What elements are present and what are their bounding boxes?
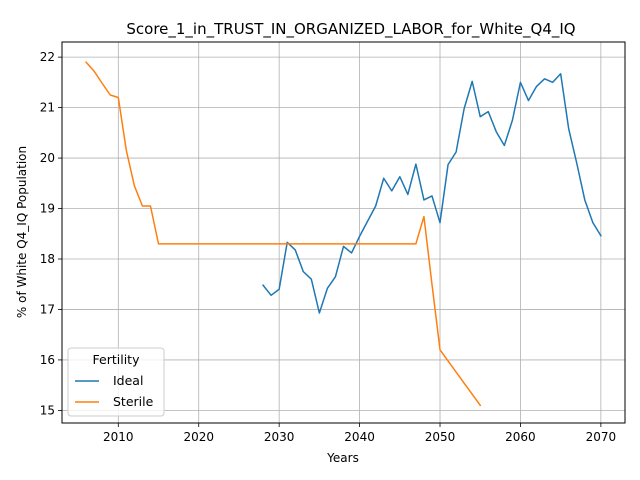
chart-title: Score_1_in_TRUST_IN_ORGANIZED_LABOR_for_… <box>126 20 575 39</box>
y-tick-label-18: 18 <box>40 252 55 266</box>
y-tick-label-17: 17 <box>40 302 55 316</box>
legend-label-ideal: Ideal <box>113 373 143 388</box>
x-tick-label-2070: 2070 <box>586 430 617 444</box>
series-line-sterile <box>85 61 482 407</box>
y-tick-label-22: 22 <box>40 50 55 64</box>
x-tick-label-2030: 2030 <box>264 430 295 444</box>
y-axis-label: % of White Q4_IQ Population <box>15 146 29 318</box>
grid <box>62 42 625 423</box>
x-tick-label-2010: 2010 <box>103 430 134 444</box>
x-tick-label-2060: 2060 <box>505 430 536 444</box>
plot-frame <box>61 41 626 424</box>
y-tick-label-21: 21 <box>40 101 55 115</box>
x-axis-label: Years <box>326 451 359 465</box>
y-tick-label-16: 16 <box>40 353 55 367</box>
x-axis-ticks: 2010 2020 2030 2040 2050 2060 2070 <box>103 423 616 444</box>
x-tick-label-2020: 2020 <box>183 430 214 444</box>
legend-title: Fertility <box>93 352 141 367</box>
y-tick-label-15: 15 <box>40 403 55 417</box>
legend-label-sterile: Sterile <box>113 394 154 409</box>
series-lines <box>85 61 602 407</box>
x-tick-label-2040: 2040 <box>344 430 375 444</box>
y-axis-ticks: 15 16 17 18 19 20 21 22 <box>40 50 62 417</box>
y-tick-label-20: 20 <box>40 151 55 165</box>
legend: Fertility Ideal Sterile <box>67 347 165 417</box>
y-tick-label-19: 19 <box>40 202 55 216</box>
x-tick-label-2050: 2050 <box>425 430 456 444</box>
legend-box <box>67 347 165 417</box>
series-line-ideal <box>262 73 602 314</box>
